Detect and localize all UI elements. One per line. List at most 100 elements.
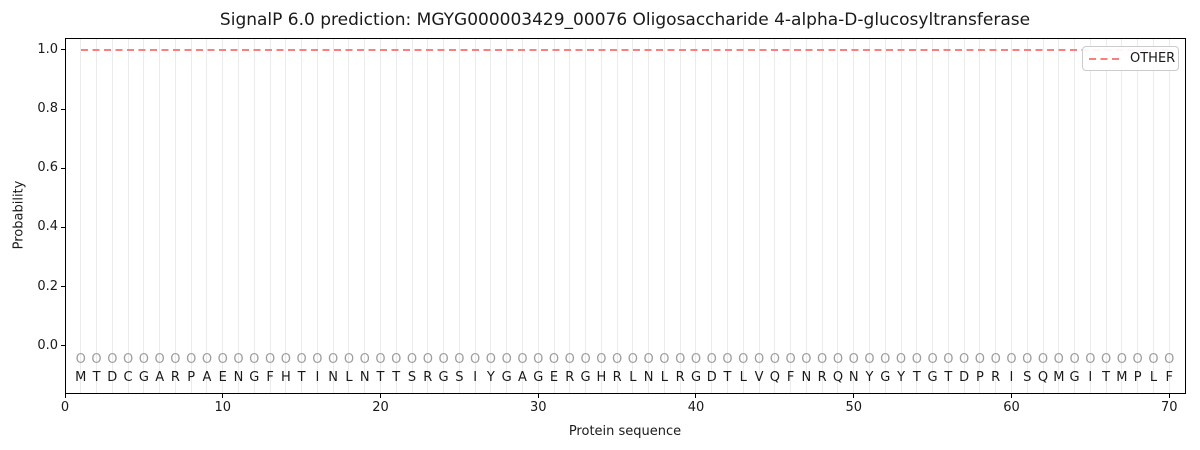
other-probability-line	[80, 48, 1170, 51]
x-tick-mark	[64, 394, 66, 398]
residue-letter: T	[944, 370, 953, 386]
legend: OTHER	[1082, 46, 1179, 71]
y-tick-mark	[61, 226, 65, 228]
residue-marker: O	[722, 352, 733, 368]
residue-gridline	[711, 39, 713, 393]
y-tick-label: 0.0	[37, 337, 58, 353]
residue-marker: O	[91, 352, 102, 368]
residue-marker: O	[1116, 352, 1128, 368]
residue-marker: O	[927, 352, 938, 368]
residue-marker: O	[375, 352, 386, 368]
residue-gridline	[206, 39, 208, 393]
residue-marker: O	[564, 352, 575, 368]
residue-marker: O	[769, 352, 780, 368]
residue-letter: G	[533, 370, 544, 386]
residue-gridline	[663, 39, 665, 393]
residue-letter: N	[801, 370, 812, 386]
residue-letter: R	[675, 370, 685, 386]
x-tick-mark	[222, 394, 224, 398]
residue-gridline	[995, 39, 997, 393]
residue-letter: A	[518, 370, 527, 386]
residue-letter: F	[1165, 370, 1173, 386]
y-tick-label: 0.6	[37, 160, 58, 176]
residue-marker: O	[1085, 352, 1096, 368]
residue-letter: L	[739, 370, 747, 386]
residue-letter: T	[297, 370, 306, 386]
residue-gridline	[537, 39, 539, 393]
residue-letter: V	[754, 370, 764, 386]
y-axis-label: Probability	[11, 180, 27, 250]
residue-gridline	[490, 39, 492, 393]
residue-letter: G	[138, 370, 149, 386]
residue-marker: O	[1006, 352, 1017, 368]
residue-marker: O	[895, 352, 907, 368]
residue-marker: O	[296, 352, 307, 368]
residue-marker: O	[596, 352, 607, 368]
x-tick-label: 0	[60, 400, 70, 415]
residue-gridline	[1121, 39, 1123, 393]
residue-gridline	[821, 39, 823, 393]
residue-gridline	[727, 39, 729, 393]
residue-gridline	[285, 39, 287, 393]
residue-marker: O	[864, 352, 875, 368]
residue-gridline	[174, 39, 176, 393]
residue-letter: G	[438, 370, 449, 386]
residue-gridline	[427, 39, 429, 393]
residue-letter: H	[596, 370, 607, 386]
residue-marker: O	[943, 352, 954, 368]
residue-gridline	[364, 39, 366, 393]
residue-letter: S	[1023, 370, 1032, 386]
residue-gridline	[458, 39, 460, 393]
x-tick-mark	[1010, 394, 1012, 398]
x-tick-mark	[695, 394, 697, 398]
residue-marker: O	[1069, 352, 1080, 368]
residue-letter: A	[155, 370, 165, 386]
residue-letter: M	[75, 370, 87, 386]
residue-gridline	[1105, 39, 1107, 393]
residue-marker: O	[217, 352, 228, 368]
residue-gridline	[600, 39, 602, 393]
residue-marker: O	[75, 352, 86, 368]
y-tick-mark	[61, 345, 65, 347]
residue-letter: N	[359, 370, 370, 386]
residue-marker: O	[454, 352, 465, 368]
residue-marker: O	[959, 352, 970, 368]
residue-gridline	[553, 39, 555, 393]
residue-letter: S	[407, 370, 417, 386]
residue-gridline	[616, 39, 618, 393]
residue-marker: O	[422, 352, 433, 368]
y-tick-mark	[61, 108, 65, 110]
residue-gridline	[947, 39, 949, 393]
residue-gridline	[301, 39, 303, 393]
residue-gridline	[1168, 39, 1170, 393]
residue-letter: E	[549, 370, 559, 386]
residue-letter: L	[629, 370, 637, 386]
residue-letter: L	[660, 370, 669, 386]
residue-marker: O	[438, 352, 449, 368]
residue-letter: M	[1116, 370, 1128, 386]
residue-letter: I	[315, 370, 320, 386]
residue-marker: O	[848, 352, 859, 368]
residue-gridline	[758, 39, 760, 393]
y-tick-label: 0.2	[37, 278, 58, 294]
residue-letter: G	[501, 370, 512, 386]
residue-marker: O	[186, 352, 197, 368]
residue-letter: Q	[1037, 370, 1049, 386]
residue-letter: R	[423, 370, 433, 386]
residue-gridline	[190, 39, 192, 393]
residue-marker: O	[201, 352, 213, 368]
residue-marker: O	[249, 352, 260, 368]
residue-letter: R	[170, 370, 180, 386]
residue-marker: O	[1148, 352, 1159, 368]
residue-gridline	[695, 39, 697, 393]
residue-gridline	[379, 39, 381, 393]
residue-letter: R	[565, 370, 575, 386]
residue-marker: O	[911, 352, 922, 368]
residue-letter: S	[455, 370, 464, 386]
residue-letter: A	[202, 370, 212, 386]
residue-gridline	[1089, 39, 1091, 393]
residue-letter: L	[345, 370, 353, 386]
residue-marker: O	[675, 352, 686, 368]
residue-marker: O	[1022, 352, 1033, 368]
residue-letter: F	[266, 370, 274, 386]
